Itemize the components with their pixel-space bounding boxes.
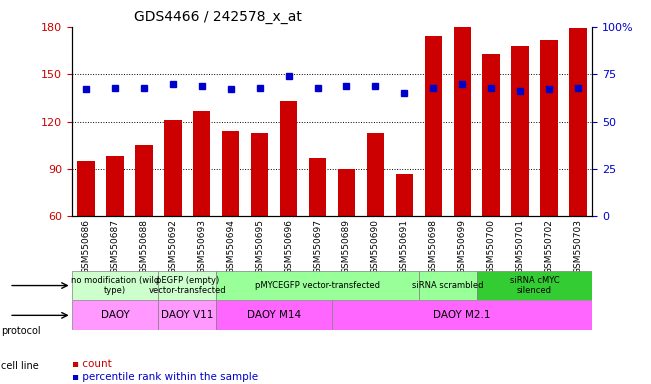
Text: ▪ percentile rank within the sample: ▪ percentile rank within the sample — [72, 372, 258, 382]
Bar — [512, 46, 529, 217]
Text: GSM550689: GSM550689 — [342, 219, 351, 274]
Bar — [193, 111, 210, 217]
Text: GDS4466 / 242578_x_at: GDS4466 / 242578_x_at — [134, 10, 302, 25]
Text: DAOY M2.1: DAOY M2.1 — [434, 310, 491, 320]
Text: GSM550699: GSM550699 — [458, 219, 467, 274]
Text: GSM550702: GSM550702 — [544, 219, 553, 274]
Bar — [251, 133, 268, 217]
Text: GSM550687: GSM550687 — [111, 219, 120, 274]
Bar — [164, 120, 182, 217]
Text: DAOY V11: DAOY V11 — [161, 310, 214, 320]
FancyBboxPatch shape — [419, 271, 477, 300]
Text: GSM550690: GSM550690 — [371, 219, 380, 274]
Text: pEGFP (empty)
vector-transfected: pEGFP (empty) vector-transfected — [148, 276, 226, 295]
Bar — [222, 131, 240, 217]
Bar — [569, 28, 587, 217]
Text: siRNA cMYC
silenced: siRNA cMYC silenced — [510, 276, 559, 295]
Text: GSM550694: GSM550694 — [227, 219, 235, 274]
Text: GSM550692: GSM550692 — [169, 219, 177, 274]
Text: GSM550701: GSM550701 — [516, 219, 525, 274]
Text: GSM550700: GSM550700 — [487, 219, 495, 274]
FancyBboxPatch shape — [477, 271, 592, 300]
FancyBboxPatch shape — [216, 300, 332, 330]
FancyBboxPatch shape — [216, 271, 419, 300]
Text: no modification (wild
type): no modification (wild type) — [71, 276, 159, 295]
Bar — [135, 146, 152, 217]
FancyBboxPatch shape — [72, 300, 158, 330]
Bar — [482, 54, 500, 217]
Bar — [367, 133, 384, 217]
Bar — [309, 158, 326, 217]
Bar — [454, 27, 471, 217]
Bar — [540, 40, 558, 217]
Bar — [106, 156, 124, 217]
Text: GSM550697: GSM550697 — [313, 219, 322, 274]
Text: ▪ count: ▪ count — [72, 359, 111, 369]
FancyBboxPatch shape — [332, 300, 592, 330]
Bar — [280, 101, 298, 217]
Text: cell line: cell line — [1, 361, 39, 371]
Bar — [424, 36, 442, 217]
Text: GSM550691: GSM550691 — [400, 219, 409, 274]
Text: GSM550698: GSM550698 — [429, 219, 437, 274]
FancyBboxPatch shape — [72, 271, 158, 300]
Text: siRNA scrambled: siRNA scrambled — [412, 281, 484, 290]
Text: GSM550695: GSM550695 — [255, 219, 264, 274]
Text: GSM550696: GSM550696 — [284, 219, 293, 274]
FancyBboxPatch shape — [158, 300, 216, 330]
Bar — [338, 169, 355, 217]
Text: DAOY M14: DAOY M14 — [247, 310, 301, 320]
Text: pMYCEGFP vector-transfected: pMYCEGFP vector-transfected — [255, 281, 380, 290]
Text: DAOY: DAOY — [101, 310, 130, 320]
Text: GSM550703: GSM550703 — [574, 219, 583, 274]
FancyBboxPatch shape — [158, 271, 216, 300]
Text: GSM550693: GSM550693 — [197, 219, 206, 274]
Text: GSM550686: GSM550686 — [81, 219, 90, 274]
Bar — [77, 161, 95, 217]
Bar — [396, 174, 413, 217]
Text: protocol: protocol — [1, 326, 41, 336]
Text: GSM550688: GSM550688 — [139, 219, 148, 274]
